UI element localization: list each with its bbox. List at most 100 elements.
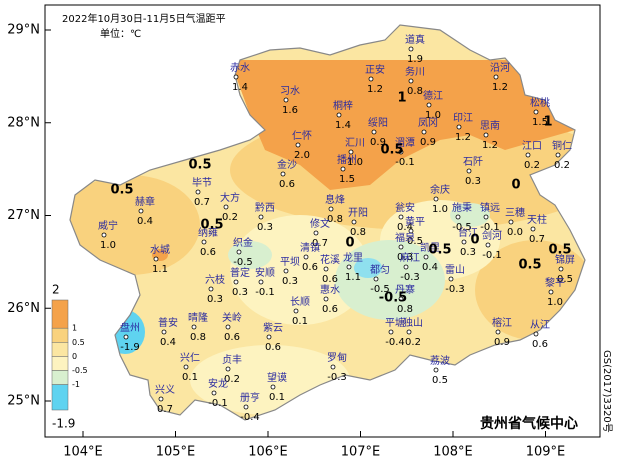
station-name: 大方 bbox=[220, 191, 240, 204]
x-tick-label: 104°E bbox=[63, 445, 103, 460]
station-dot bbox=[208, 286, 214, 292]
station-name: 荔波 bbox=[430, 354, 450, 367]
station-dot bbox=[448, 276, 454, 282]
station-dot bbox=[483, 214, 489, 220]
station-name: 正安 bbox=[365, 63, 385, 76]
station-value: 0.7 bbox=[157, 404, 173, 415]
station-value: -0.1 bbox=[208, 398, 228, 409]
station-value: -0.4 bbox=[240, 412, 260, 423]
station-name: 紫云 bbox=[263, 322, 283, 334]
station-dot bbox=[283, 97, 289, 103]
station-value: 1.2 bbox=[482, 140, 498, 151]
station-value: 0.9 bbox=[420, 137, 436, 148]
station-dot bbox=[266, 334, 272, 340]
station-name: 安顺 bbox=[255, 266, 275, 279]
station-value: 1.2 bbox=[455, 132, 471, 143]
station-dot bbox=[283, 268, 289, 274]
station-value: 0.6 bbox=[265, 342, 281, 353]
station-name: 铜仁 bbox=[552, 140, 572, 152]
station-value: 0.3 bbox=[282, 276, 298, 287]
station-value: 0.6 bbox=[279, 179, 295, 190]
station-dot bbox=[433, 196, 439, 202]
station-dot bbox=[223, 204, 229, 210]
station-name: 瓮安 bbox=[395, 201, 415, 214]
station-value: 0.8 bbox=[397, 304, 413, 315]
contour-label: 0 bbox=[511, 178, 520, 193]
station-name: 兴仁 bbox=[180, 352, 200, 364]
station-value: 1.5 bbox=[339, 174, 355, 185]
station-dot bbox=[421, 129, 427, 135]
station-dot bbox=[555, 152, 561, 158]
station-value: -0.5 bbox=[370, 284, 390, 295]
x-tick-label: 105°E bbox=[156, 445, 196, 460]
station-dot bbox=[493, 74, 499, 80]
station-dot bbox=[408, 46, 414, 52]
station-name: 普安 bbox=[158, 316, 178, 329]
station-dot bbox=[158, 396, 164, 402]
station-dot bbox=[323, 266, 329, 272]
station-value: 0.4 bbox=[422, 262, 438, 273]
legend-swatch bbox=[51, 342, 69, 357]
station-dot bbox=[101, 232, 107, 238]
station-dot bbox=[426, 102, 432, 108]
legend-swatch bbox=[51, 299, 69, 329]
station-dot bbox=[398, 296, 404, 302]
contour-label: -0.5 bbox=[379, 291, 407, 306]
station-name: 黔西 bbox=[255, 201, 275, 214]
legend-swatch bbox=[51, 327, 69, 343]
station-name: 余庆 bbox=[430, 183, 450, 196]
station-name: 天柱 bbox=[527, 213, 547, 226]
province-outline bbox=[69, 24, 586, 421]
station-dot bbox=[330, 364, 336, 370]
legend-swatch bbox=[51, 384, 69, 411]
station-value: 0.6 bbox=[532, 339, 548, 350]
station-value: 0.6 bbox=[322, 304, 338, 315]
station-value: 0.2 bbox=[524, 160, 540, 171]
station-value: 0.2 bbox=[224, 374, 240, 385]
station-name: 丹寨 bbox=[395, 283, 415, 296]
station-dot bbox=[548, 289, 554, 295]
legend-label: 0 bbox=[72, 352, 77, 361]
station-name: 德江 bbox=[423, 89, 443, 102]
station-dot bbox=[371, 129, 377, 135]
station-value: 1.2 bbox=[492, 82, 508, 93]
station-name: 沿河 bbox=[490, 62, 510, 74]
station-value: 0.6 bbox=[322, 274, 338, 285]
station-name: 福泉 bbox=[395, 231, 415, 244]
station-value: -0.4 bbox=[385, 337, 405, 348]
x-tick-label: 108°E bbox=[433, 445, 473, 460]
station-dot bbox=[233, 74, 239, 80]
station-dot bbox=[191, 324, 197, 330]
station-dot bbox=[161, 329, 167, 335]
station-value: 0.5 bbox=[557, 274, 573, 285]
station-name: 罗甸 bbox=[327, 351, 347, 364]
station-name: 惠水 bbox=[320, 283, 340, 296]
station-value: 0.1 bbox=[269, 392, 285, 403]
station-name: 花溪 bbox=[320, 253, 340, 266]
station-value: -0.1 bbox=[255, 287, 275, 298]
station-name: 赫章 bbox=[135, 195, 155, 208]
y-tick-label: 28°N bbox=[7, 115, 40, 130]
station-dot bbox=[373, 276, 379, 282]
contour-label: 0.5 bbox=[548, 243, 571, 258]
station-value: 0.6 bbox=[200, 247, 216, 258]
station-name: 纳雍 bbox=[198, 226, 218, 239]
station-name: 从江 bbox=[530, 319, 550, 331]
station-dot bbox=[455, 214, 461, 220]
contour-label: 0.5 bbox=[518, 258, 541, 273]
station-name: 凯里 bbox=[420, 241, 440, 254]
station-value: 0.4 bbox=[160, 337, 176, 348]
station-value: 0.3 bbox=[232, 287, 248, 298]
station-value: 1.0 bbox=[425, 110, 441, 121]
station-value: 0.1 bbox=[182, 372, 198, 383]
station-dot bbox=[313, 230, 319, 236]
station-dot bbox=[243, 404, 249, 410]
station-dot bbox=[336, 112, 342, 118]
map-title: 2022年10月30日-11月5日气温距平 bbox=[62, 12, 226, 25]
station-dot bbox=[433, 367, 439, 373]
station-dot bbox=[293, 308, 299, 314]
station-dot bbox=[525, 152, 531, 158]
station-dot bbox=[495, 329, 501, 335]
y-tick-label: 25°N bbox=[7, 394, 40, 409]
